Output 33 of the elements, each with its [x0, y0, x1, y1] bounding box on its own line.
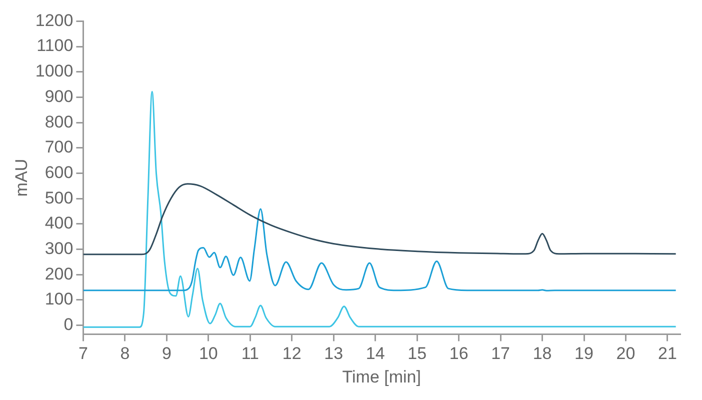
x-tick-label: 14 [366, 344, 385, 364]
y-tick-label: 500 [44, 188, 74, 208]
y-tick-label: 1200 [35, 10, 74, 30]
x-tick-label: 11 [241, 344, 259, 364]
y-tick-label: 400 [44, 214, 74, 233]
x-tick-label: 12 [282, 344, 302, 364]
line-series [83, 183, 677, 256]
x-tick-label: 20 [616, 344, 636, 364]
y-tick-label: 100 [44, 290, 74, 309]
line-series [83, 90, 677, 328]
x-tick-label: 10 [198, 344, 218, 364]
x-tick-label: 17 [491, 344, 510, 364]
x-axis-title: Time [min] [342, 367, 421, 386]
y-tick-label: 800 [44, 112, 74, 132]
y-tick-label: 1100 [36, 36, 74, 56]
x-tick-label: 7 [78, 344, 88, 364]
y-tick-label: 300 [44, 238, 74, 258]
y-axis-title: mAU [12, 158, 31, 197]
y-tick-label: 900 [44, 86, 74, 106]
x-tick-label: 19 [574, 344, 594, 364]
line-series [83, 208, 677, 292]
x-tick-label: 13 [324, 344, 344, 364]
x-tick-label: 16 [449, 344, 468, 364]
x-tick-label: 21 [658, 344, 677, 364]
y-tick-label: 700 [44, 138, 74, 157]
x-tick-label: 8 [120, 344, 130, 364]
x-tick-label: 9 [162, 344, 172, 364]
x-tick-label: 15 [408, 344, 427, 364]
y-tick-label: 600 [44, 162, 74, 182]
y-tick-label: 1000 [35, 62, 74, 81]
x-tick-label: 18 [532, 344, 552, 364]
y-tick-label: 0 [64, 315, 74, 334]
y-tick-label: 200 [44, 264, 74, 284]
